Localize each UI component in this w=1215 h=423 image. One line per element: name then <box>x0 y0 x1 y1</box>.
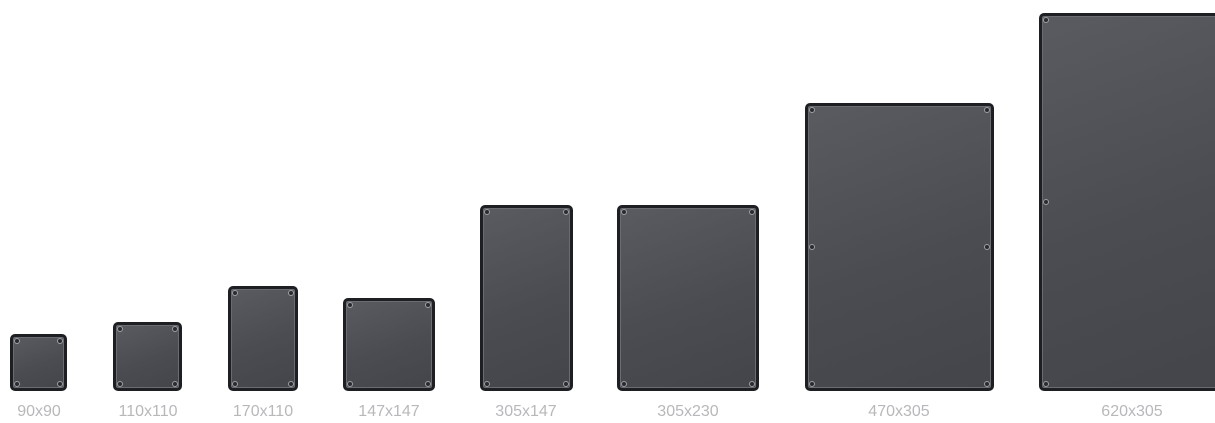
screw-icon <box>749 209 755 215</box>
screw-icon <box>425 302 431 308</box>
screw-icon <box>984 107 990 113</box>
screw-icon <box>809 244 815 250</box>
screw-icon <box>172 381 178 387</box>
screw-icon <box>117 326 123 332</box>
screw-icon <box>347 302 353 308</box>
screw-icon <box>425 381 431 387</box>
screw-icon <box>347 381 353 387</box>
screw-icon <box>809 381 815 387</box>
size-label: 470x305 <box>868 403 930 420</box>
enclosure-110x110 <box>113 322 182 391</box>
screw-icon <box>14 381 20 387</box>
screw-icon <box>288 381 294 387</box>
screw-icon <box>14 338 20 344</box>
screw-icon <box>172 326 178 332</box>
screw-icon <box>1043 17 1049 23</box>
screw-icon <box>809 107 815 113</box>
screw-icon <box>117 381 123 387</box>
enclosure-620x305 <box>1039 13 1215 391</box>
size-label: 620x305 <box>1101 403 1163 420</box>
screw-icon <box>57 338 63 344</box>
screw-icon <box>621 381 627 387</box>
screw-icon <box>749 381 755 387</box>
enclosure-305x147 <box>480 205 573 391</box>
screw-icon <box>563 381 569 387</box>
screw-icon <box>484 381 490 387</box>
screw-icon <box>57 381 63 387</box>
size-label: 147x147 <box>358 403 420 420</box>
enclosure-170x110 <box>228 286 298 391</box>
size-label: 305x230 <box>657 403 719 420</box>
size-label: 90x90 <box>17 403 61 420</box>
enclosure-147x147 <box>343 298 435 391</box>
screw-icon <box>984 381 990 387</box>
enclosure-90x90 <box>10 334 67 391</box>
screw-icon <box>563 209 569 215</box>
screw-icon <box>621 209 627 215</box>
screw-icon <box>288 290 294 296</box>
size-label: 110x110 <box>118 403 178 420</box>
screw-icon <box>484 209 490 215</box>
screw-icon <box>1043 381 1049 387</box>
screw-icon <box>232 381 238 387</box>
enclosure-305x230 <box>617 205 759 391</box>
enclosure-470x305 <box>805 103 994 391</box>
screw-icon <box>1043 199 1049 205</box>
size-label: 305x147 <box>495 403 557 420</box>
size-label: 170x110 <box>232 403 294 420</box>
screw-icon <box>984 244 990 250</box>
screw-icon <box>232 290 238 296</box>
